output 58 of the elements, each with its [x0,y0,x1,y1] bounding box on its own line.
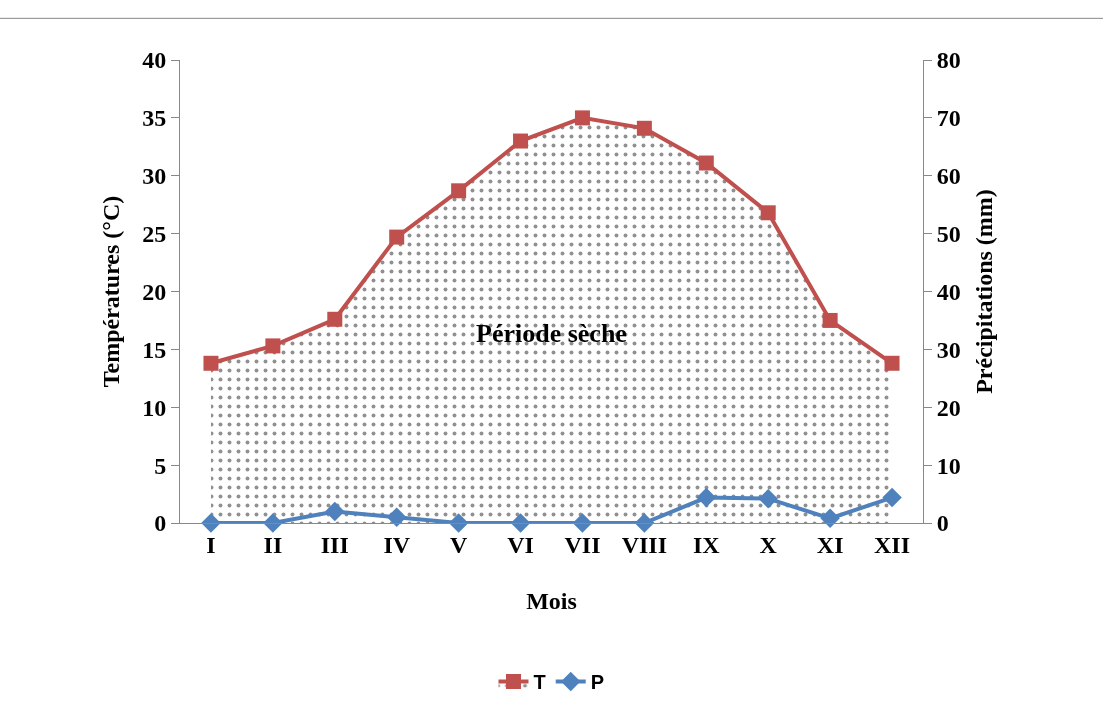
point [636,120,652,136]
x-tick-label: IV [383,531,411,558]
y-tick-label: 40 [142,47,167,74]
point [760,205,776,221]
y2-tick-label: 30 [936,336,961,363]
y-tick-label: 20 [142,278,167,305]
x-axis-title: Mois [526,588,577,615]
x-tick-label: XII [874,531,911,558]
y-tick-label: 35 [142,105,167,132]
x-tick-label: I [206,531,216,558]
y-tick-label: 5 [154,452,167,479]
y-tick-label: 30 [142,163,167,190]
y-tick-label: 10 [142,394,167,421]
x-tick-label: II [263,531,283,558]
point [510,513,531,533]
y-axis-title: Températures (°C) [98,195,125,388]
y2-tick-label: 60 [936,163,961,190]
x-tick-label: VI [507,531,534,558]
x-tick-label: X [759,531,778,558]
x-tick-label: IX [692,531,721,558]
point [822,312,838,328]
x-tick-label: III [320,531,349,558]
x-tick-label: VIII [621,531,668,558]
point [265,338,281,354]
point [203,355,219,371]
point [513,133,529,149]
legend-label: P [590,671,605,694]
point [574,110,590,126]
y2-tick-label: 40 [936,278,961,305]
point [389,229,405,245]
point [448,513,469,533]
point [634,513,655,533]
point [882,487,902,508]
legend-label: T [533,671,546,694]
y2-tick-label: 10 [936,452,961,479]
y2-tick-label: 80 [936,47,961,74]
x-tick-label: VII [564,531,601,558]
x-tick-label: XI [816,531,844,558]
y2-axis-title: Précipitations (mm) [971,189,998,394]
point [696,487,717,508]
y-tick-label: 15 [142,336,167,363]
point [698,155,714,171]
y-tick-label: 25 [142,221,167,248]
annotation: Période sèche [476,319,627,348]
x-tick-label: V [449,531,468,558]
point [820,508,840,529]
point [451,183,467,199]
point [386,507,407,527]
y2-tick-label: 70 [936,105,961,132]
y-tick-label: 0 [154,510,167,537]
point [327,311,343,327]
y2-tick-label: 20 [936,394,961,421]
point [325,501,345,522]
y2-tick-label: 50 [936,221,961,248]
point [572,513,593,533]
y2-tick-label: 0 [936,510,949,537]
point [758,488,778,509]
point [884,355,900,371]
